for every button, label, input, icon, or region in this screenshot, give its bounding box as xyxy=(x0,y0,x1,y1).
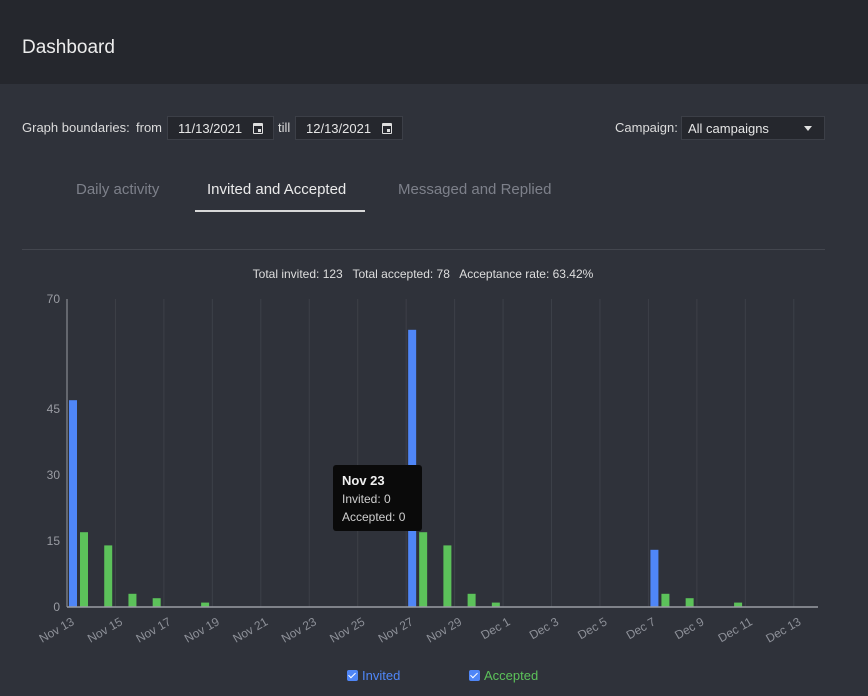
till-date-value: 12/13/2021 xyxy=(306,121,372,136)
x-tick-label: Nov 21 xyxy=(230,614,270,645)
tooltip-accepted: Accepted: 0 xyxy=(342,510,406,524)
top-bar: Dashboard xyxy=(0,0,868,84)
from-date-value: 11/13/2021 xyxy=(178,121,243,136)
x-tick-label: Nov 27 xyxy=(376,614,416,645)
y-tick-label: 30 xyxy=(47,468,61,482)
bar-accepted xyxy=(152,598,161,607)
campaign-select-value: All campaigns xyxy=(688,121,769,136)
bar-invited xyxy=(69,400,77,607)
x-tick-label: Nov 25 xyxy=(327,614,367,645)
x-tick-label: Dec 7 xyxy=(624,614,658,642)
x-tick-label: Dec 11 xyxy=(716,614,755,645)
chart-tooltip: Nov 23 Invited: 0 Accepted: 0 xyxy=(333,465,422,531)
legend-invited-label: Invited xyxy=(362,668,401,683)
bar-accepted xyxy=(443,545,452,607)
page-title: Dashboard xyxy=(22,37,115,58)
y-tick-label: 70 xyxy=(47,292,61,306)
bar-accepted xyxy=(104,545,113,607)
legend-invited[interactable]: Invited xyxy=(347,668,400,683)
x-tick-label: Nov 23 xyxy=(279,614,319,645)
x-tick-label: Nov 17 xyxy=(133,614,173,645)
campaign-select[interactable]: All campaigns xyxy=(681,116,825,140)
x-tick-label: Nov 19 xyxy=(182,614,222,645)
x-tick-label: Dec 3 xyxy=(527,614,561,642)
bar-accepted xyxy=(128,593,137,607)
legend-accepted[interactable]: Accepted xyxy=(469,668,538,683)
active-tab-indicator xyxy=(195,210,365,212)
x-tick-label: Nov 29 xyxy=(424,614,464,645)
bar-accepted xyxy=(201,602,210,607)
chevron-down-icon xyxy=(804,126,812,131)
x-tick-label: Dec 5 xyxy=(575,614,609,642)
x-tick-label: Dec 13 xyxy=(763,614,803,645)
graph-boundaries-label: Graph boundaries: xyxy=(22,120,130,135)
x-tick-label: Dec 9 xyxy=(672,614,706,642)
till-label: till xyxy=(278,120,291,135)
y-tick-label: 45 xyxy=(47,402,61,416)
bar-accepted xyxy=(734,602,743,607)
tab-invited-and-accepted[interactable]: Invited and Accepted xyxy=(207,181,347,198)
bar-invited xyxy=(650,549,659,607)
divider xyxy=(22,249,825,250)
calendar-icon[interactable] xyxy=(253,123,263,134)
from-label: from xyxy=(136,120,162,135)
tab-daily-activity[interactable]: Daily activity xyxy=(76,181,160,198)
bar-accepted xyxy=(685,598,694,607)
legend-accepted-label: Accepted xyxy=(484,668,539,683)
x-tick-label: Nov 15 xyxy=(85,614,125,645)
from-date-input[interactable]: 11/13/2021 xyxy=(167,116,274,140)
graph-controls: Graph boundaries: from 11/13/2021 till 1… xyxy=(22,116,825,140)
bar-accepted xyxy=(661,593,670,607)
campaign-label: Campaign: xyxy=(615,120,678,135)
x-tick-label: Dec 1 xyxy=(478,614,512,642)
y-tick-label: 15 xyxy=(47,534,61,548)
calendar-icon[interactable] xyxy=(382,123,392,134)
y-tick-label: 0 xyxy=(53,600,60,614)
bar-accepted xyxy=(80,532,88,607)
summary-stats: Total invited: 123 Total accepted: 78 Ac… xyxy=(252,267,594,281)
tooltip-invited: Invited: 0 xyxy=(342,492,391,506)
bar-accepted xyxy=(491,602,500,607)
bar-accepted xyxy=(467,593,476,607)
till-date-input[interactable]: 12/13/2021 xyxy=(295,116,403,140)
checkbox-icon[interactable] xyxy=(469,670,480,681)
bar-accepted xyxy=(419,532,428,607)
tooltip-title: Nov 23 xyxy=(342,473,385,488)
checkbox-icon[interactable] xyxy=(347,670,358,681)
x-tick-label: Nov 13 xyxy=(37,614,77,645)
tab-messaged-and-replied[interactable]: Messaged and Replied xyxy=(398,181,552,198)
